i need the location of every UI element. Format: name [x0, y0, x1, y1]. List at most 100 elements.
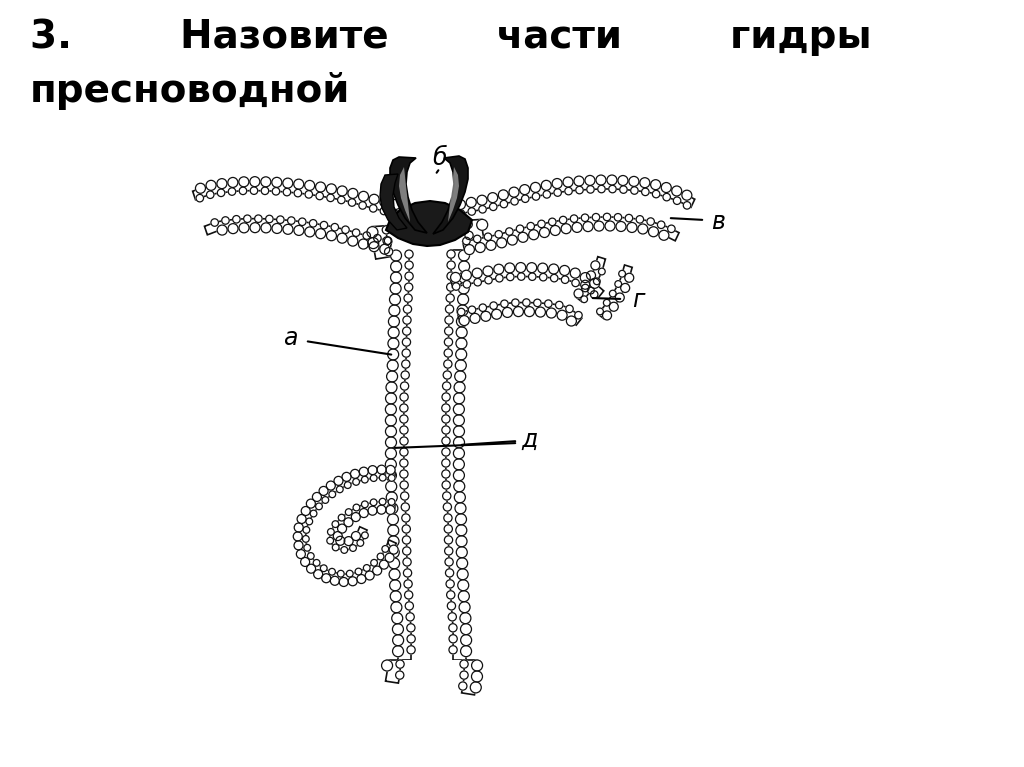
- Polygon shape: [386, 220, 470, 257]
- Circle shape: [648, 227, 658, 237]
- Circle shape: [385, 426, 396, 437]
- Circle shape: [454, 459, 464, 470]
- Circle shape: [333, 544, 339, 551]
- Circle shape: [462, 270, 471, 280]
- Circle shape: [338, 571, 344, 577]
- Circle shape: [474, 278, 481, 286]
- Circle shape: [276, 216, 284, 223]
- Circle shape: [385, 393, 396, 404]
- Circle shape: [457, 558, 468, 569]
- Polygon shape: [462, 660, 477, 695]
- Circle shape: [310, 510, 316, 517]
- Circle shape: [662, 183, 672, 193]
- Circle shape: [559, 216, 567, 224]
- Circle shape: [396, 660, 404, 668]
- Circle shape: [196, 194, 204, 202]
- Circle shape: [353, 504, 359, 511]
- Circle shape: [614, 281, 622, 288]
- Circle shape: [400, 492, 409, 500]
- Circle shape: [386, 481, 396, 492]
- Circle shape: [652, 190, 659, 198]
- Circle shape: [337, 233, 347, 243]
- Circle shape: [574, 311, 583, 319]
- Polygon shape: [398, 660, 464, 693]
- Circle shape: [196, 183, 206, 193]
- Circle shape: [461, 634, 472, 646]
- Circle shape: [404, 250, 413, 258]
- Circle shape: [552, 179, 562, 189]
- Polygon shape: [445, 250, 466, 660]
- Text: д: д: [522, 428, 539, 452]
- Circle shape: [489, 203, 497, 211]
- Circle shape: [307, 553, 314, 559]
- Circle shape: [609, 290, 616, 297]
- Circle shape: [402, 327, 411, 335]
- Circle shape: [399, 404, 408, 412]
- Circle shape: [454, 393, 465, 404]
- Circle shape: [444, 547, 453, 555]
- Circle shape: [587, 186, 594, 193]
- Circle shape: [334, 476, 343, 486]
- Polygon shape: [193, 182, 400, 215]
- Circle shape: [472, 660, 482, 671]
- Circle shape: [458, 283, 469, 294]
- Circle shape: [536, 307, 546, 317]
- Circle shape: [528, 230, 539, 240]
- Circle shape: [389, 545, 398, 554]
- Circle shape: [402, 525, 411, 533]
- Circle shape: [571, 279, 580, 287]
- Circle shape: [640, 178, 650, 188]
- Circle shape: [388, 558, 399, 569]
- Circle shape: [399, 415, 408, 423]
- Circle shape: [459, 315, 469, 325]
- Circle shape: [484, 276, 493, 284]
- Circle shape: [647, 218, 654, 225]
- Polygon shape: [391, 250, 411, 660]
- Circle shape: [455, 371, 466, 382]
- Circle shape: [265, 216, 273, 222]
- Circle shape: [374, 235, 381, 242]
- Circle shape: [348, 199, 355, 206]
- Circle shape: [272, 223, 282, 233]
- Circle shape: [451, 272, 461, 282]
- Circle shape: [306, 499, 315, 508]
- Circle shape: [304, 545, 310, 551]
- Circle shape: [232, 216, 241, 223]
- Circle shape: [327, 481, 335, 490]
- Circle shape: [446, 272, 456, 280]
- Circle shape: [449, 634, 458, 643]
- Circle shape: [446, 250, 455, 258]
- Circle shape: [366, 571, 374, 580]
- Circle shape: [380, 197, 390, 207]
- Polygon shape: [403, 250, 454, 660]
- Polygon shape: [451, 268, 604, 298]
- Circle shape: [455, 503, 466, 514]
- Circle shape: [674, 197, 681, 205]
- Circle shape: [222, 217, 229, 224]
- Circle shape: [517, 273, 525, 280]
- Polygon shape: [205, 219, 392, 250]
- Circle shape: [385, 404, 396, 415]
- Circle shape: [322, 496, 329, 503]
- Circle shape: [463, 281, 471, 288]
- Circle shape: [605, 221, 615, 231]
- Circle shape: [303, 527, 309, 533]
- Circle shape: [591, 261, 600, 270]
- Circle shape: [496, 275, 503, 282]
- Circle shape: [456, 327, 467, 338]
- Circle shape: [509, 187, 519, 197]
- Circle shape: [313, 559, 319, 566]
- Circle shape: [585, 176, 595, 186]
- Circle shape: [456, 338, 467, 349]
- Circle shape: [368, 506, 377, 515]
- Circle shape: [368, 466, 377, 475]
- Circle shape: [297, 515, 306, 524]
- Circle shape: [294, 523, 303, 532]
- Polygon shape: [385, 660, 400, 683]
- Circle shape: [250, 176, 260, 186]
- Circle shape: [527, 222, 535, 230]
- Circle shape: [321, 222, 328, 229]
- Circle shape: [294, 541, 303, 550]
- Circle shape: [444, 536, 453, 544]
- Polygon shape: [196, 191, 398, 242]
